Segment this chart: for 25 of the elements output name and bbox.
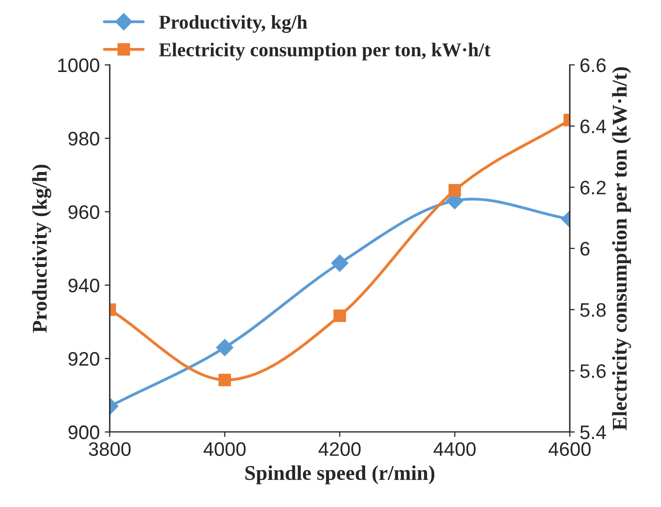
y2-tick-label: 5.6 <box>580 364 606 378</box>
x-tick-label: 4000 <box>204 442 246 456</box>
y2-tick-label: 6.4 <box>580 120 606 134</box>
x-axis-title: Spindle speed (r/min) <box>245 465 434 484</box>
y2-tick-label: 5.4 <box>580 426 606 440</box>
y-tick-label: 900 <box>68 425 100 440</box>
y2-tick-label: 6 <box>580 242 590 256</box>
x-tick-label: 4600 <box>548 442 591 456</box>
x-tick-label: 3800 <box>88 442 131 456</box>
y2-tick-label: 6.6 <box>580 58 606 72</box>
y2-axis-title: Electricity consumption per ton (kW·h/t) <box>612 67 632 430</box>
y-axis-title: Productivity (kg/h) <box>32 164 52 333</box>
y2-tick-label: 6.2 <box>580 180 606 194</box>
legend-label: Productivity, kg/h <box>159 15 308 33</box>
y2-tick-label: 5.8 <box>580 303 606 317</box>
x-tick-label: 4400 <box>434 442 476 456</box>
y-tick-label: 920 <box>68 352 100 366</box>
x-tick-label: 4200 <box>318 442 361 456</box>
y-tick-label: 1000 <box>58 58 100 72</box>
y-tick-label: 980 <box>68 132 100 146</box>
y-tick-label: 960 <box>68 205 100 219</box>
point <box>334 309 346 322</box>
y-tick-label: 940 <box>68 278 100 292</box>
legend-label: Electricity consumption per ton, kW·h/t <box>159 42 491 60</box>
point <box>331 254 348 272</box>
